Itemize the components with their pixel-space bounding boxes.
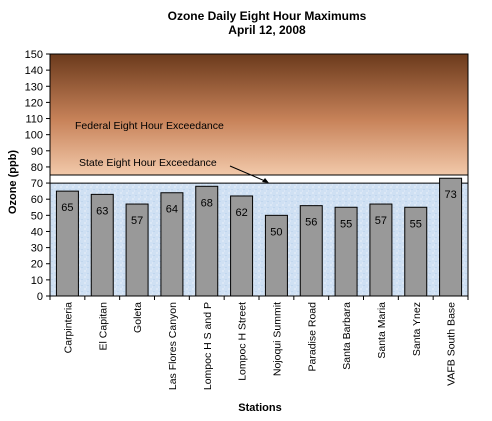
x-category-label: Santa Ynez — [411, 302, 423, 356]
x-category-label: Paradise Road — [306, 302, 318, 372]
chart-subtitle: April 12, 2008 — [228, 23, 306, 37]
state-label-arrowhead — [262, 178, 269, 183]
bar-value-label: 64 — [166, 204, 178, 216]
exceedance-zone — [50, 54, 468, 175]
y-tick-label: 90 — [31, 146, 43, 158]
x-category-label: Santa Barbara — [341, 302, 353, 370]
bar-value-label: 55 — [340, 218, 352, 230]
safe-zone — [50, 183, 468, 296]
x-category-label: Lompoc H Street — [237, 302, 249, 381]
bar-value-label: 56 — [305, 217, 317, 229]
state-label-leader — [229, 165, 266, 182]
federal-exceedance-label: Federal Eight Hour Exceedance — [75, 120, 224, 132]
y-tick-label: 30 — [31, 243, 43, 255]
x-category-label: Lompoc H S and P — [202, 302, 214, 390]
y-tick-label: 120 — [25, 97, 43, 109]
y-tick-label: 100 — [25, 130, 43, 142]
x-category-label: VAFB South Base — [446, 302, 458, 386]
y-axis: 0 10 20 30 40 50 60 70 80 90 100 110 120 130 140 150 — [25, 49, 50, 303]
chart-title: Ozone Daily Eight Hour Maximums — [168, 9, 367, 23]
bar-value-label: 50 — [270, 226, 282, 238]
bar-value-label: 68 — [201, 197, 213, 209]
x-category-label: Santa Maria — [376, 302, 388, 359]
bar-value-label: 63 — [96, 205, 108, 217]
y-tick-label: 40 — [31, 226, 43, 238]
y-tick-label: 130 — [25, 81, 43, 93]
bar-series: 65 63 57 64 68 62 50 56 55 57 55 73 — [55, 177, 463, 297]
y-tick-label: 60 — [31, 194, 43, 206]
x-category-label: Carpinteria — [62, 302, 74, 354]
bar-value-label: 65 — [61, 202, 73, 214]
x-category-label: Nojoqui Summit — [271, 302, 283, 376]
y-tick-label: 10 — [31, 275, 43, 287]
y-tick-label: 50 — [31, 210, 43, 222]
bar-value-label: 57 — [375, 215, 387, 227]
y-tick-label: 70 — [31, 178, 43, 190]
bar-value-label: 62 — [235, 207, 247, 219]
y-tick-label: 80 — [31, 162, 43, 174]
x-axis-title: Stations — [238, 402, 281, 414]
y-tick-label: 150 — [25, 49, 43, 61]
y-tick-label: 140 — [25, 65, 43, 77]
y-axis-title: Ozone (ppb) — [7, 150, 19, 214]
x-category-label: Goleta — [132, 302, 144, 333]
y-tick-label: 0 — [37, 291, 43, 303]
x-category-label: El Capitan — [97, 302, 109, 351]
bar-value-label: 73 — [444, 189, 456, 201]
y-tick-label: 20 — [31, 259, 43, 271]
state-exceedance-label: State Eight Hour Exceedance — [79, 157, 217, 169]
bar-value-label: 55 — [410, 218, 422, 230]
bar-value-label: 57 — [131, 215, 143, 227]
x-category-label: Las Flores Canyon — [167, 302, 179, 390]
y-tick-label: 110 — [25, 114, 43, 126]
x-axis: Carpinteria El Capitan Goleta Las Flores Ca… — [49, 296, 469, 390]
